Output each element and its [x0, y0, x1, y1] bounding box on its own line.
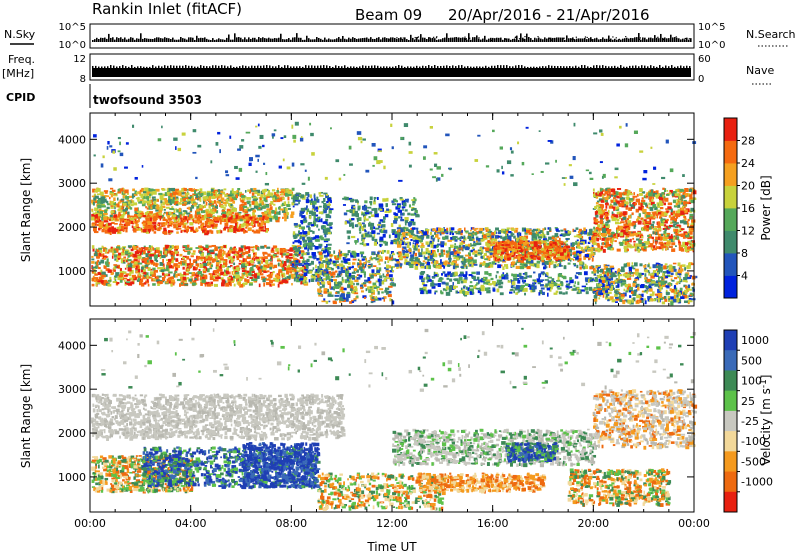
y-tick-label: 3000	[58, 177, 86, 190]
nsky-panel: N.Sky 10^5 10^0 10^5 10^0 N.Search	[4, 22, 796, 51]
y-tick-label: 1000	[58, 471, 86, 484]
velocity-colorbar-tick: 500	[741, 354, 762, 367]
velocity-colorbar-tick: 25	[741, 395, 755, 408]
nsearch-tick-high: 10^5	[698, 22, 725, 33]
cpid-value: twofsound 3503	[93, 93, 202, 107]
power-colorbar-tick: 8	[741, 247, 748, 260]
velocity-panel: 1000 2000 3000 4000 00:00 04:00 08:00 12:00 16:0…	[19, 318, 773, 554]
x-tick-label: 00:00	[678, 517, 710, 530]
x-tick-label: 12:00	[376, 517, 408, 530]
cpid-panel: CPID twofsound 3503	[6, 84, 202, 108]
velocity-colorbar-tick: -1000	[741, 476, 773, 489]
x-tick-label: 16:00	[477, 517, 509, 530]
nave-tick-high: 60	[698, 54, 711, 65]
velocity-y-label: Slant Range [km]	[19, 364, 33, 468]
velocity-heatmap	[91, 327, 698, 512]
velocity-colorbar-tick: -100	[741, 435, 766, 448]
station-title: Rankin Inlet (fitACF)	[92, 0, 242, 18]
nsky-trace	[92, 33, 692, 42]
cpid-label: CPID	[6, 91, 35, 104]
velocity-colorbar-tick: -500	[741, 455, 766, 468]
x-tick-label: 04:00	[175, 517, 207, 530]
nsearch-tick-low: 10^0	[698, 40, 725, 51]
y-tick-label: 4000	[58, 339, 86, 352]
y-tick-label: 4000	[58, 133, 86, 146]
velocity-colorbar-tick: -25	[741, 415, 759, 428]
nsky-label: N.Sky	[4, 28, 36, 41]
velocity-colorbar: 1000 500 100 25 -25 -100 -500 -1000	[723, 329, 773, 513]
power-colorbar-tick: 16	[741, 202, 755, 215]
power-colorbar-label: Power [dB]	[759, 175, 773, 240]
power-colorbar-tick: 20	[741, 180, 755, 193]
nave-tick-low: 0	[698, 74, 704, 85]
freq-tick-high: 12	[73, 54, 86, 65]
power-y-label: Slant Range [km]	[19, 158, 33, 262]
power-colorbar-tick: 24	[741, 157, 755, 170]
date-range: 20/Apr/2016 - 21/Apr/2016	[448, 6, 650, 24]
y-tick-label: 1000	[58, 265, 86, 278]
y-tick-label: 3000	[58, 383, 86, 396]
nsky-tick-high: 10^5	[59, 22, 86, 33]
nave-label: Nave	[746, 64, 774, 77]
freq-trace	[92, 65, 691, 77]
freq-panel: Freq. [MHz] 12 8 60 0 Nave	[2, 53, 774, 85]
beam-label: Beam 09	[355, 6, 422, 24]
y-tick-label: 2000	[58, 427, 86, 440]
x-tick-label: 00:00	[74, 517, 106, 530]
velocity-colorbar-tick: 1000	[741, 334, 769, 347]
velocity-colorbar-tick: 100	[741, 375, 762, 388]
power-colorbar-tick: 4	[741, 270, 748, 283]
power-colorbar-tick: 12	[741, 225, 755, 238]
power-heatmap	[91, 121, 698, 306]
velocity-colorbar-label: Velocity [m s-1]	[759, 375, 773, 466]
x-tick-label: 08:00	[275, 517, 307, 530]
y-tick-label: 2000	[58, 221, 86, 234]
freq-label: Freq.	[8, 53, 35, 66]
x-tick-label: 20:00	[577, 517, 609, 530]
power-colorbar-tick: 28	[741, 135, 755, 148]
power-axes: 1000 2000 3000 4000	[58, 113, 695, 306]
freq-unit: [MHz]	[2, 67, 34, 80]
power-colorbar: 4 8 12 16 20 24 28	[723, 117, 755, 299]
velocity-axes: 1000 2000 3000 4000 00:00 04:00 08:00 12:00 16:0…	[58, 319, 710, 530]
time-axis-label: Time UT	[366, 540, 417, 554]
freq-tick-low: 8	[80, 74, 86, 85]
nsearch-label: N.Search	[746, 28, 796, 41]
power-panel: 1000 2000 3000 4000 Slant Range [km] 4 8 12 16…	[19, 112, 773, 307]
nsky-tick-low: 10^0	[59, 40, 86, 51]
